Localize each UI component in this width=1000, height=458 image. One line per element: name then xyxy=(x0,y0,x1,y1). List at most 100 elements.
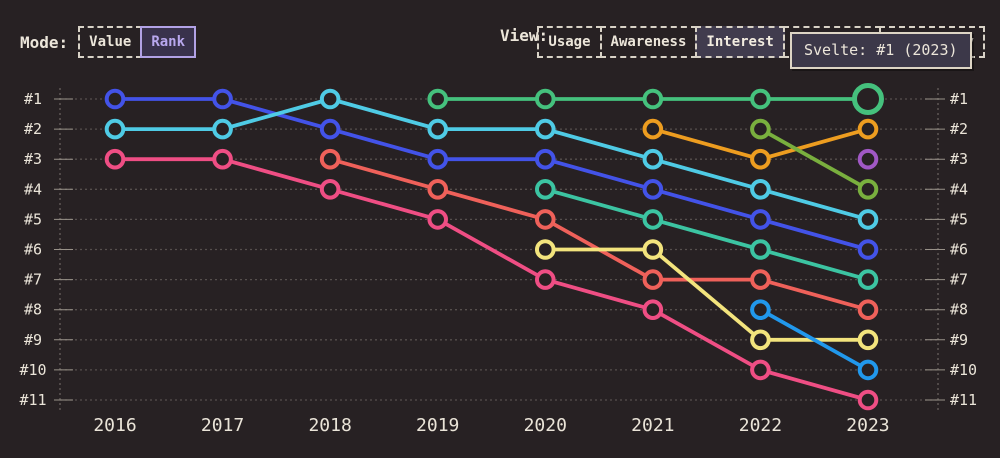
data-point-teal-2022[interactable] xyxy=(750,239,771,260)
series-line-blue xyxy=(113,97,870,252)
data-point-cyan-2023[interactable] xyxy=(857,209,879,230)
series-line-pink xyxy=(113,157,870,402)
series-line-cyan xyxy=(113,97,870,222)
rank-label-left: #8 xyxy=(24,301,42,319)
data-point-salmon-2020[interactable] xyxy=(534,209,556,230)
data-point-purple-2023[interactable] xyxy=(857,148,879,170)
rank-label-left: #7 xyxy=(24,271,42,289)
view-buttons: Usage Awareness Interest Retention Posit… xyxy=(537,26,985,58)
rank-label-right: #7 xyxy=(950,271,968,289)
series-line-salmon xyxy=(328,157,870,312)
data-point-pink-2018[interactable] xyxy=(319,179,341,200)
rank-label-left: #1 xyxy=(24,90,42,108)
data-point-cyan-2019[interactable] xyxy=(427,118,449,140)
data-point-blue-2017[interactable] xyxy=(212,88,233,110)
rank-label-left: #11 xyxy=(19,391,46,409)
data-point-salmon-2018[interactable] xyxy=(319,148,341,170)
view-button-interest[interactable]: Interest xyxy=(695,26,785,58)
year-label: 2019 xyxy=(416,415,459,436)
year-label: 2022 xyxy=(739,415,782,436)
data-point-blue-2021[interactable] xyxy=(642,179,664,200)
data-point-cyan-2020[interactable] xyxy=(534,118,556,140)
rank-label-left: #5 xyxy=(24,210,42,228)
view-button-awareness[interactable]: Awareness xyxy=(599,26,698,58)
data-point-cyan-2021[interactable] xyxy=(642,148,664,170)
mode-label: Mode: xyxy=(20,32,69,52)
data-point-olive-2023[interactable] xyxy=(857,179,879,200)
data-point-orange-2023[interactable] xyxy=(857,118,879,140)
rank-label-left: #3 xyxy=(24,150,42,168)
year-label: 2017 xyxy=(201,415,244,436)
data-point-yellow-2020[interactable] xyxy=(534,239,556,260)
rank-label-right: #2 xyxy=(950,120,968,138)
view-button-usage[interactable]: Usage xyxy=(537,26,602,58)
data-point-cyan-2022[interactable] xyxy=(750,179,771,200)
rank-label-right: #9 xyxy=(950,331,968,349)
data-point-blue-2019[interactable] xyxy=(427,148,449,170)
data-point-orange-2021[interactable] xyxy=(642,118,664,140)
data-point-pink-2021[interactable] xyxy=(642,299,664,321)
year-label: 2020 xyxy=(524,415,567,436)
view-label: View: xyxy=(500,26,549,45)
data-point-teal-2023[interactable] xyxy=(857,269,879,290)
data-point-salmon-2021[interactable] xyxy=(642,269,664,290)
mode-button-rank[interactable]: Rank xyxy=(140,26,197,58)
data-point-pink-2016[interactable] xyxy=(104,148,126,170)
year-label: 2021 xyxy=(631,415,674,436)
mode-button-value[interactable]: Value xyxy=(78,26,143,58)
data-point-blue-2022[interactable] xyxy=(750,209,771,230)
data-point-salmon-2019[interactable] xyxy=(427,179,449,200)
data-point-blue-2018[interactable] xyxy=(319,118,341,140)
data-point-orange-2022[interactable] xyxy=(750,148,771,170)
data-point-bright-blue-2022[interactable] xyxy=(750,299,771,321)
data-point-cyan-2018[interactable] xyxy=(319,88,341,110)
data-point-pink-2019[interactable] xyxy=(427,209,449,230)
data-point-salmon-2022[interactable] xyxy=(750,269,771,290)
data-point-green-svelte-2020[interactable] xyxy=(534,88,556,110)
rank-label-right: #8 xyxy=(950,301,968,319)
rank-label-right: #5 xyxy=(950,210,968,228)
data-point-green-svelte-2019[interactable] xyxy=(427,88,449,110)
data-point-blue-2016[interactable] xyxy=(104,88,126,110)
year-label: 2018 xyxy=(308,415,351,436)
mode-control: Mode: Value Rank xyxy=(20,26,197,58)
rank-label-left: #2 xyxy=(24,120,42,138)
data-point-teal-2020[interactable] xyxy=(534,179,556,200)
data-point-cyan-2016[interactable] xyxy=(104,118,126,140)
rank-label-right: #11 xyxy=(950,391,977,409)
data-point-teal-2021[interactable] xyxy=(642,209,664,230)
data-point-salmon-2023[interactable] xyxy=(857,299,879,321)
series-line-olive xyxy=(758,127,870,192)
data-point-olive-2022[interactable] xyxy=(750,118,771,140)
data-point-blue-2023[interactable] xyxy=(857,239,879,260)
rank-label-right: #6 xyxy=(950,241,968,259)
series-line-teal xyxy=(543,187,870,282)
rank-label-right: #3 xyxy=(950,150,968,168)
rank-label-left: #6 xyxy=(24,241,42,259)
rank-label-right: #4 xyxy=(950,180,968,198)
data-point-green-svelte-2021[interactable] xyxy=(642,88,664,110)
data-point-pink-2017[interactable] xyxy=(212,148,233,170)
data-point-green-svelte-2022[interactable] xyxy=(750,88,771,110)
view-control: View: Usage Awareness Interest Retention… xyxy=(500,26,985,58)
chart-tooltip: Svelte: #1 (2023) xyxy=(790,32,972,69)
rank-label-right: #10 xyxy=(950,361,977,379)
data-point-yellow-2023[interactable] xyxy=(857,329,879,351)
data-point-yellow-2022[interactable] xyxy=(750,329,771,351)
rank-label-left: #4 xyxy=(24,180,42,198)
data-point-blue-2020[interactable] xyxy=(534,148,556,170)
rank-label-right: #1 xyxy=(950,90,968,108)
series-line-bright-blue xyxy=(758,307,870,372)
year-label: 2016 xyxy=(93,415,136,436)
data-point-bright-blue-2023[interactable] xyxy=(857,359,879,381)
data-point-pink-2023[interactable] xyxy=(857,389,879,411)
data-point-cyan-2017[interactable] xyxy=(212,118,233,140)
data-point-yellow-2021[interactable] xyxy=(642,239,664,260)
data-point-pink-2020[interactable] xyxy=(534,269,556,290)
rank-label-left: #10 xyxy=(19,361,46,379)
data-point-pink-2022[interactable] xyxy=(750,359,771,381)
year-label: 2023 xyxy=(846,415,889,436)
data-point-green-svelte-2023[interactable] xyxy=(851,83,884,115)
rank-label-left: #9 xyxy=(24,331,42,349)
